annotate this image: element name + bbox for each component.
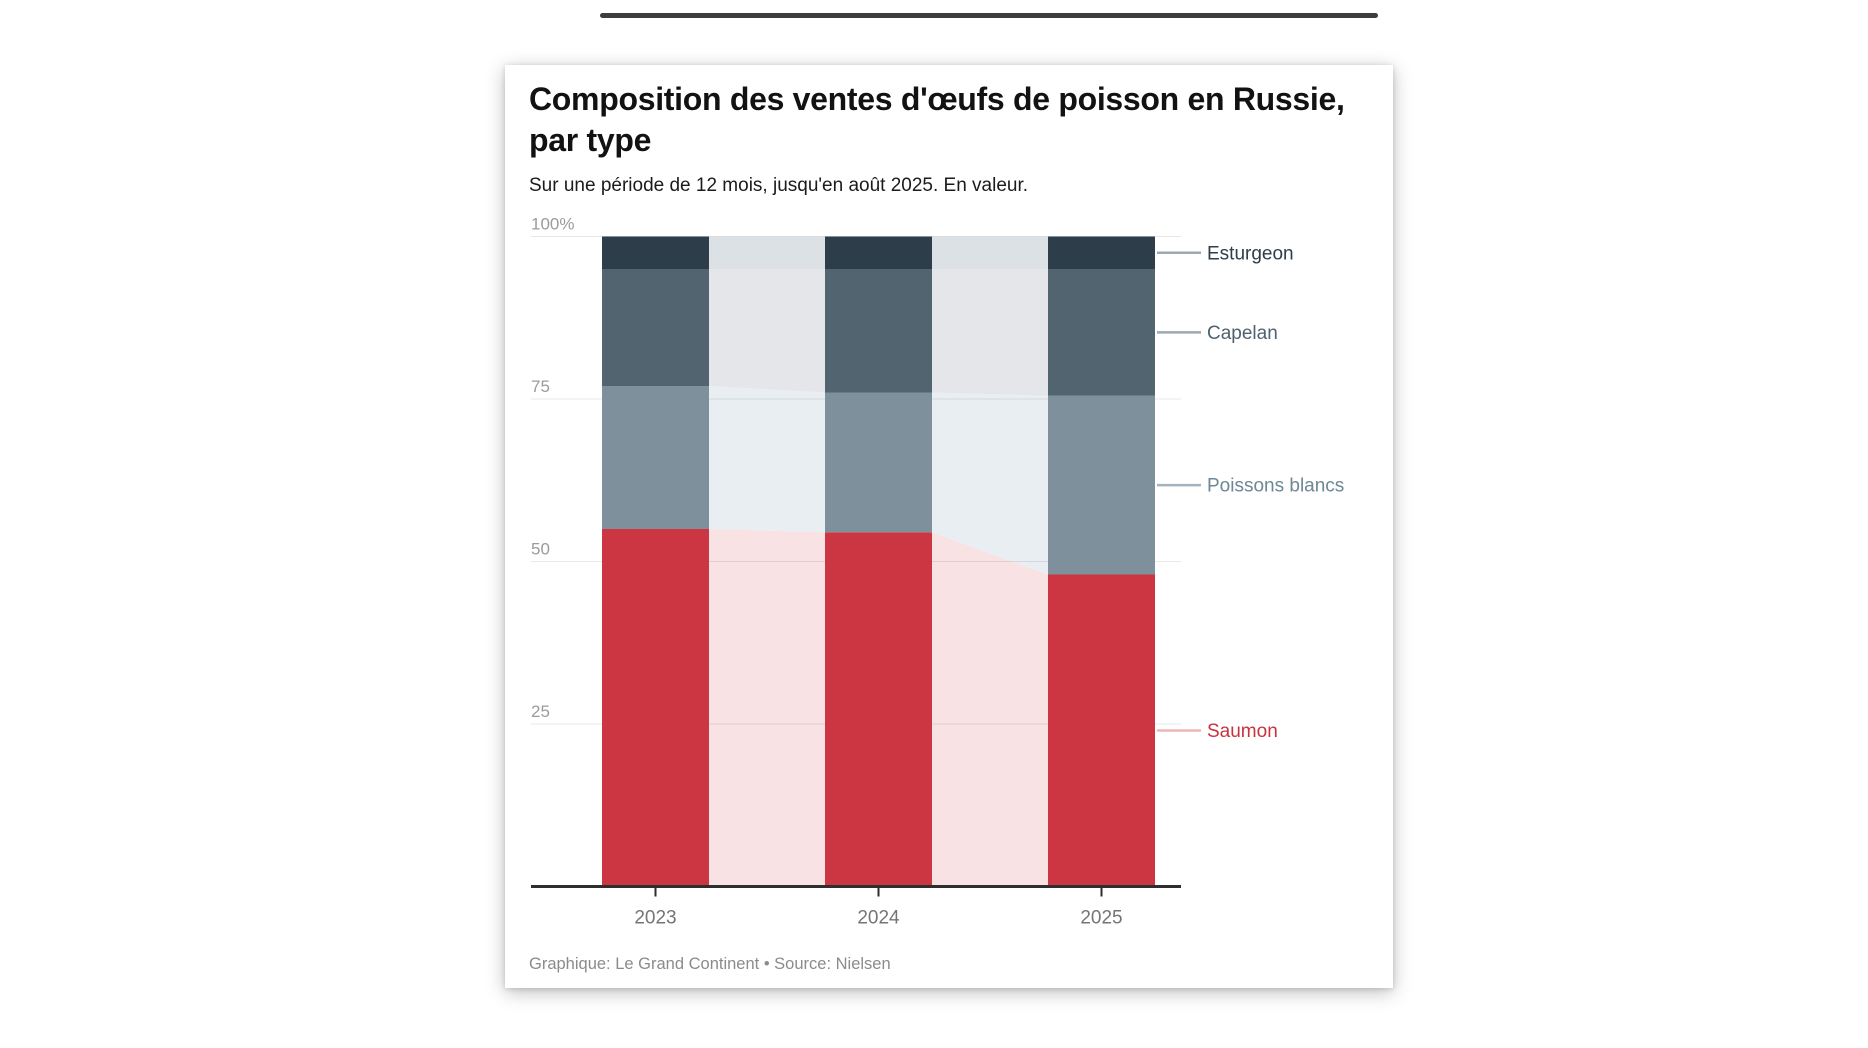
x-tick-label-2023: 2023 — [634, 908, 676, 929]
connector-area-poissons-blancs-0 — [709, 386, 825, 533]
top-divider — [600, 13, 1378, 18]
chart-canvas: 100% 75 50 25 2023 2024 2025 Esturgeon Capelan Po… — [531, 215, 1344, 929]
bar-segment-2024-esturgeon[interactable] — [825, 236, 932, 270]
x-tick-label-2025: 2025 — [1080, 908, 1122, 929]
legend-label-capelan: Capelan — [1207, 323, 1278, 344]
y-tick-label-75: 75 — [531, 377, 550, 396]
y-tick-label-25: 25 — [531, 702, 550, 721]
bar-segment-2024-capelan[interactable] — [825, 269, 932, 393]
legend-label-esturgeon: Esturgeon — [1207, 243, 1294, 264]
connector-area-saumon-1 — [932, 532, 1048, 887]
bar-segment-2024-poissons-blancs[interactable] — [825, 392, 932, 533]
bar-segment-2025-esturgeon[interactable] — [1048, 236, 1155, 270]
bar-segment-2023-saumon[interactable] — [602, 529, 709, 887]
connector-area-capelan-0 — [709, 269, 825, 393]
bar-segment-2025-capelan[interactable] — [1048, 269, 1155, 396]
x-tick-label-2024: 2024 — [857, 908, 900, 929]
bar-segment-2023-capelan[interactable] — [602, 269, 709, 386]
bar-segment-2023-poissons-blancs[interactable] — [602, 386, 709, 529]
legend-label-saumon: Saumon — [1207, 721, 1278, 742]
legend-label-poissons-blancs: Poissons blancs — [1207, 476, 1344, 497]
chart-subtitle: Sur une période de 12 mois, jusqu'en aoû… — [529, 175, 1029, 196]
connector-area-esturgeon-0 — [709, 236, 825, 269]
chart-source-note: Graphique: Le Grand Continent • Source: … — [529, 955, 891, 973]
bar-segment-2025-poissons-blancs[interactable] — [1048, 395, 1155, 575]
bar-segment-2025-saumon[interactable] — [1048, 574, 1155, 887]
bar-segment-2023-esturgeon[interactable] — [602, 236, 709, 270]
bar-segment-2024-saumon[interactable] — [825, 532, 932, 887]
connector-area-poissons-blancs-1 — [932, 392, 1048, 575]
y-tick-label-50: 50 — [531, 540, 550, 559]
y-tick-label-100: 100% — [531, 215, 574, 234]
chart-title: Composition des ventes d'œufs de poisson… — [529, 81, 1345, 158]
chart-card: Composition des ventes d'œufs de poisson… — [505, 65, 1393, 988]
connector-area-capelan-1 — [932, 269, 1048, 396]
connector-area-saumon-0 — [709, 529, 825, 887]
connector-area-esturgeon-1 — [932, 236, 1048, 269]
